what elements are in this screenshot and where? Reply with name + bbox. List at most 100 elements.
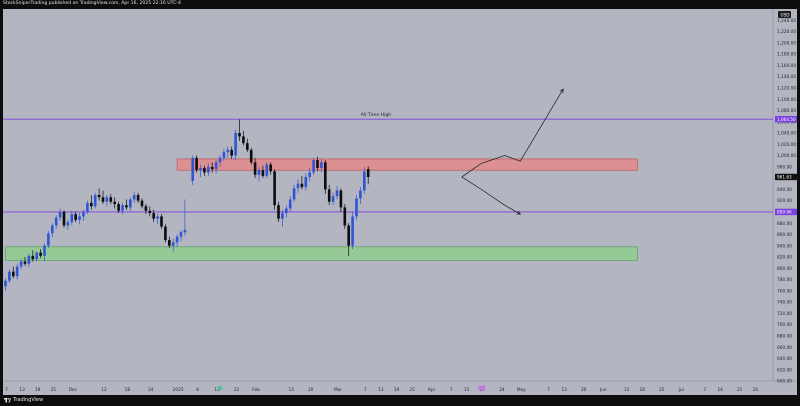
candle-body [246,143,249,150]
candle-body [261,170,265,176]
last-price-label: 961.63 [777,175,792,180]
candle-body [218,157,222,163]
time-tick-label: 20 [308,387,314,393]
candle-body [292,188,296,200]
candle-body [31,255,35,260]
publisher-text: StockSniperTrading published on TradingV… [3,1,181,6]
time-tick-label: 8 [196,387,199,393]
candle-body [132,195,136,200]
candle-body [144,206,148,211]
candle-body [285,208,288,214]
time-tick-label: 25 [51,387,57,393]
price-tick-label: 860.00 [777,232,792,238]
tradingview-logo[interactable]: TradingView [4,397,43,403]
candle-body [230,149,233,156]
time-tick-label: 19 [394,387,400,393]
last-price-tag [775,173,797,181]
price-tick-label: 640.00 [777,356,792,362]
time-tick-label: Jul [678,387,684,393]
footer-bar: TradingView [0,395,800,406]
candle-body [27,255,31,264]
time-tick-label: 14 [717,387,723,393]
price-tick-label: 1,240.00 [777,18,796,24]
candle-body [152,213,155,219]
candle-body [226,149,230,153]
price-tick-label: 600.00 [777,379,792,385]
candle-body [327,189,331,202]
time-tick-label: 13 [19,387,25,393]
chart-area[interactable]: 600.00 620.00 640.00 660.00 680.00 700.00 720.… [3,9,797,395]
support-zone [5,246,638,261]
candle-body [156,216,159,219]
candle-body [222,152,226,158]
currency-label: USD [781,12,790,17]
time-tick-label: 12 [101,387,107,393]
arrowhead [559,88,564,94]
price-tick-label: 1,180.00 [777,52,796,58]
time-tick-label: 21 [737,387,743,393]
price-tick-label: 1,220.00 [777,29,796,35]
candle-body [90,202,93,207]
price-tick-label: 1,080.00 [777,108,796,114]
candle-body [179,232,183,237]
price-tick-label: 1,040.00 [777,131,796,137]
candle-body [62,211,66,226]
candle-body [66,222,70,226]
price-tick-label: 820.00 [777,255,792,261]
support-price-tag [775,208,797,216]
price-tick-label: 740.00 [777,300,792,306]
candle-body [140,200,144,207]
time-tick-label: 11 [464,387,470,393]
candle-body [249,149,253,163]
price-axis-panel [773,9,797,395]
time-tick-label: 18 [639,387,645,393]
candle-body [113,201,116,205]
price-tick-label: 1,200.00 [777,40,796,46]
price-tick-label: 660.00 [777,345,792,351]
candle-body [70,214,74,223]
candle-body [288,199,292,209]
tradingview-logo-icon [4,397,11,403]
price-tick-label: 1,120.00 [777,86,796,92]
time-tick-label: May [517,387,526,393]
candle-body [136,195,140,201]
ath-price-label: 1,064.50 [777,117,796,122]
candle-body [304,176,308,188]
candle-body [242,136,245,144]
candle-body [23,261,27,264]
candle-body [12,271,15,277]
candle-body [300,183,304,188]
candle-body [343,207,347,226]
candle-body [265,164,269,176]
bullish-projection-arrow [461,88,564,178]
candle-body [359,190,362,199]
price-chart[interactable]: 600.00 620.00 640.00 660.00 680.00 700.00 720.… [3,9,797,395]
candle-body [168,240,171,246]
time-tick-label: 13 [378,387,384,393]
time-tick-label: 18 [125,387,131,393]
candle-body [308,172,311,177]
price-tick-label: 940.00 [777,187,792,193]
candle-body [351,216,354,246]
price-tick-label: 700.00 [777,322,792,328]
candle-body [273,171,276,206]
price-tick-label: 760.00 [777,288,792,294]
candle-body [191,157,194,181]
event-badge-icon [478,385,486,391]
candle-body [93,195,97,207]
candle-body [203,167,206,173]
price-tick-label: 800.00 [777,266,792,272]
candle-body [366,169,370,177]
time-tick-label: 24 [753,387,759,393]
price-tick-label: 880.00 [777,221,792,227]
candle-body [296,183,300,189]
candle-body [214,162,218,170]
candle-body [199,167,202,171]
candle-body [82,211,85,217]
price-tick-label: 1,100.00 [777,97,796,103]
candle-body [234,133,237,156]
candle-body [355,198,358,217]
candle-body [109,197,113,202]
price-tick-label: 780.00 [777,277,792,283]
time-tick-label: Jun [599,387,607,393]
